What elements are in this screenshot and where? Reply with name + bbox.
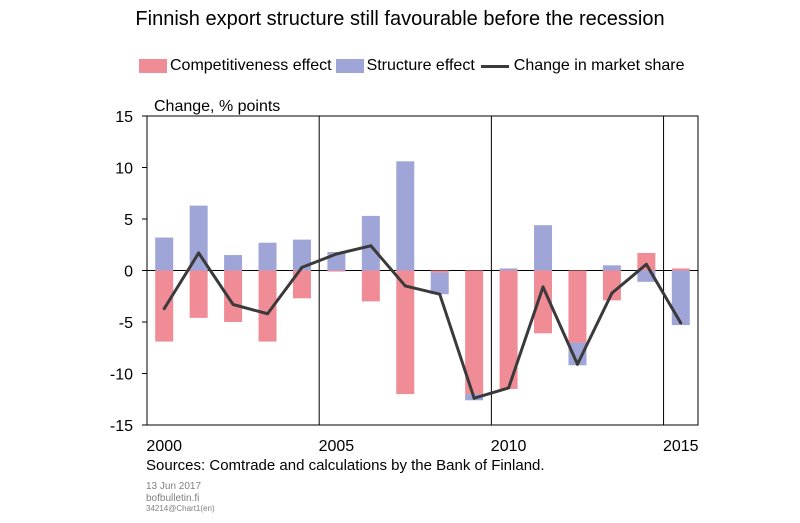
y-tick-label-0: 15 bbox=[115, 109, 133, 126]
y-tick-label-2: 5 bbox=[124, 212, 133, 229]
x-tick-label-2015: 2015 bbox=[663, 438, 699, 455]
structure-bar-2004 bbox=[292, 239, 311, 271]
market-share-point-2004 bbox=[300, 265, 304, 269]
structure-bar-2008 bbox=[430, 272, 449, 295]
legend: Competitiveness effect Structure effect … bbox=[139, 57, 689, 75]
competitiveness-bar-2005 bbox=[327, 270, 346, 272]
market-share-point-2003 bbox=[266, 312, 270, 316]
structure-bar-2013 bbox=[602, 265, 621, 271]
y-tick-label-5: -10 bbox=[110, 367, 133, 384]
market-share-line bbox=[162, 244, 683, 400]
competitiveness-bar-2001 bbox=[189, 270, 208, 318]
competitiveness-bar-2009 bbox=[465, 270, 484, 395]
market-share-point-2014 bbox=[644, 262, 648, 266]
x-tick-label-2000: 2000 bbox=[146, 438, 182, 455]
structure-bar-2012 bbox=[568, 342, 587, 366]
x-tick-label-2005: 2005 bbox=[319, 438, 355, 455]
market-share-point-2005 bbox=[334, 252, 338, 256]
market-share-point-2006 bbox=[369, 244, 373, 248]
competitiveness-bar-2007 bbox=[396, 270, 415, 395]
structure-bar-2002 bbox=[224, 255, 243, 271]
market-share-point-2015 bbox=[679, 321, 683, 325]
y-axis-label: Change, % points bbox=[154, 98, 281, 115]
competitiveness-bar-2008 bbox=[430, 270, 449, 273]
footer-chart-id: 34214@Chart1(en) bbox=[146, 504, 215, 513]
competitiveness-bar-2015 bbox=[671, 268, 690, 271]
legend-swatch-market-share bbox=[480, 64, 509, 68]
competitiveness-bar-2010 bbox=[499, 270, 518, 389]
market-share-point-2012 bbox=[575, 362, 579, 366]
competitiveness-bar-2011 bbox=[534, 270, 553, 334]
structure-bar-2010 bbox=[499, 268, 518, 271]
structure-bar-2014 bbox=[637, 270, 656, 282]
structure-bar-2007 bbox=[396, 161, 415, 271]
market-share-point-2002 bbox=[231, 302, 235, 306]
legend-label-structure: Structure effect bbox=[366, 57, 475, 74]
y-tick-label-4: -5 bbox=[119, 315, 133, 332]
legend-item-structure: Structure effect bbox=[335, 57, 475, 75]
competitiveness-bar-2003 bbox=[258, 270, 277, 342]
competitiveness-bar-2002 bbox=[224, 270, 243, 322]
market-share-point-2007 bbox=[403, 284, 407, 288]
market-share-point-2008 bbox=[438, 292, 442, 296]
competitiveness-bar-2014 bbox=[637, 252, 656, 271]
x-tick-label-2010: 2010 bbox=[491, 438, 527, 455]
competitiveness-bar-2012 bbox=[568, 270, 587, 343]
structure-bar-2000 bbox=[155, 237, 174, 271]
structure-bar-2015 bbox=[671, 270, 690, 326]
y-tick-label-1: 10 bbox=[115, 161, 133, 178]
competitiveness-bar-2006 bbox=[361, 270, 380, 302]
footer-date: 13 Jun 2017 bbox=[146, 481, 202, 492]
structure-bar-2001 bbox=[189, 205, 208, 271]
legend-item-market-share: Change in market share bbox=[479, 57, 685, 75]
market-share-point-2009 bbox=[472, 396, 476, 400]
chart-title: Finnish export structure still favourabl… bbox=[135, 8, 665, 30]
legend-label-competitiveness: Competitiveness effect bbox=[170, 57, 332, 74]
market-share-point-2010 bbox=[507, 386, 511, 390]
legend-swatch-competitiveness bbox=[139, 59, 167, 73]
structure-bar-2011 bbox=[534, 225, 553, 271]
y-tick-label-6: -15 bbox=[110, 418, 133, 435]
competitiveness-bar-2013 bbox=[602, 270, 621, 301]
legend-item-competitiveness: Competitiveness effect bbox=[139, 57, 332, 75]
legend-label-market-share: Change in market share bbox=[513, 57, 685, 74]
market-share-point-2011 bbox=[541, 285, 545, 289]
market-share-point-2013 bbox=[610, 291, 614, 295]
legend-swatch-structure bbox=[335, 59, 364, 73]
structure-bar-2003 bbox=[258, 242, 277, 271]
structure-bar-2006 bbox=[361, 215, 380, 271]
y-tick-label-3: 0 bbox=[124, 264, 133, 281]
competitiveness-bar-2004 bbox=[292, 270, 311, 299]
source-note: Sources: Comtrade and calculations by th… bbox=[146, 457, 545, 474]
market-share-point-2001 bbox=[197, 251, 201, 255]
market-share-point-2000 bbox=[162, 307, 166, 311]
footer-site: bofbulletin.fi bbox=[146, 493, 200, 504]
